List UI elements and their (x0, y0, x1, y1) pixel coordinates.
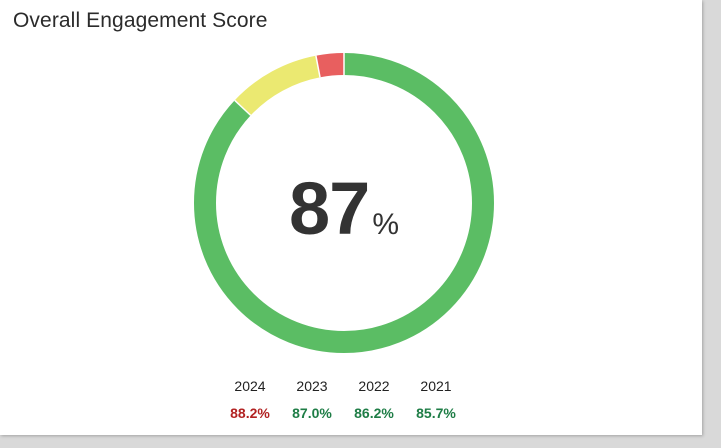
score-value: 87 (289, 167, 370, 250)
engagement-score-card: Overall Engagement Score 87% 2024 88.2% … (0, 0, 702, 435)
score-unit: % (372, 208, 399, 241)
history-item: 2021 85.7% (405, 376, 467, 423)
history-item: 2022 86.2% (343, 376, 405, 423)
history-value: 88.2% (230, 405, 270, 421)
donut-separator (315, 55, 321, 78)
card-title: Overall Engagement Score (13, 9, 268, 32)
history-item: 2024 88.2% (219, 376, 281, 423)
history-item: 2023 87.0% (281, 376, 343, 423)
history-value: 87.0% (292, 405, 332, 421)
history-year: 2023 (296, 378, 328, 394)
donut-separator (234, 99, 252, 116)
history-value: 86.2% (354, 405, 394, 421)
history-year: 2024 (234, 378, 266, 394)
history-year: 2022 (358, 378, 390, 394)
score-display: 87% (190, 166, 498, 251)
history-value: 85.7% (416, 405, 456, 421)
engagement-donut-chart (194, 53, 494, 353)
score-history: 2024 88.2% 2023 87.0% 2022 86.2% 2021 85… (219, 376, 467, 423)
history-year: 2021 (420, 378, 452, 394)
